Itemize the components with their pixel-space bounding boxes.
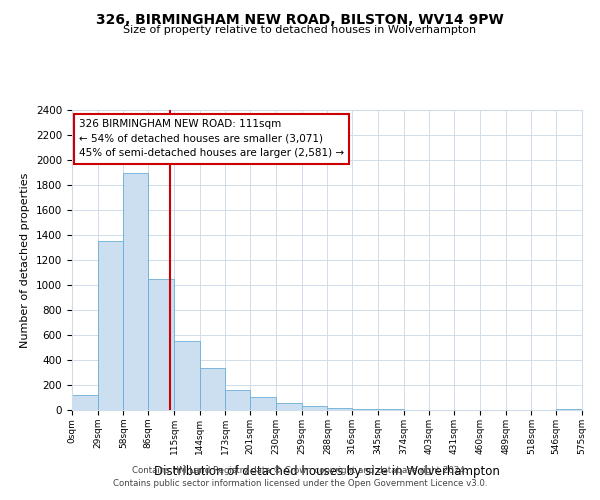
Text: 326 BIRMINGHAM NEW ROAD: 111sqm
← 54% of detached houses are smaller (3,071)
45%: 326 BIRMINGHAM NEW ROAD: 111sqm ← 54% of… (79, 118, 344, 158)
Bar (328, 408, 352, 410)
X-axis label: Distribution of detached houses by size in Wolverhampton: Distribution of detached houses by size … (154, 465, 500, 478)
Bar (148, 279, 174, 410)
Bar (302, 406, 328, 410)
Text: Contains HM Land Registry data © Crown copyright and database right 2024.
Contai: Contains HM Land Registry data © Crown c… (113, 466, 487, 487)
Bar (124, 172, 148, 410)
Text: Size of property relative to detached houses in Wolverhampton: Size of property relative to detached ho… (124, 25, 476, 35)
Bar (250, 397, 276, 410)
Bar (226, 390, 250, 410)
Bar (98, 242, 124, 410)
Y-axis label: Number of detached properties: Number of detached properties (20, 172, 31, 348)
Bar (200, 368, 226, 410)
Bar (174, 341, 200, 410)
Bar (72, 395, 98, 410)
Text: 326, BIRMINGHAM NEW ROAD, BILSTON, WV14 9PW: 326, BIRMINGHAM NEW ROAD, BILSTON, WV14 … (96, 12, 504, 26)
Bar (276, 402, 302, 410)
